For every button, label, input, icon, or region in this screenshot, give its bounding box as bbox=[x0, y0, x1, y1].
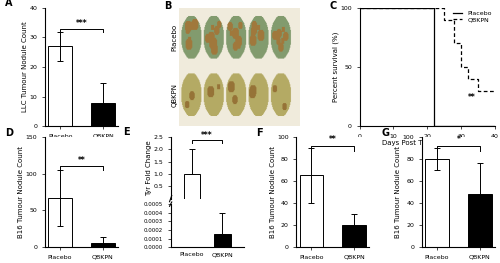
Line: Placebo: Placebo bbox=[360, 8, 495, 126]
Bar bbox=[91, 103, 115, 126]
Text: F: F bbox=[256, 128, 262, 138]
Y-axis label: B16 Tumour Nodule Count: B16 Tumour Nodule Count bbox=[18, 146, 24, 238]
Bar bbox=[91, 243, 114, 247]
QBKPN bbox=[452, 42, 458, 45]
Bar bbox=[214, 234, 231, 247]
Bar bbox=[342, 225, 366, 247]
Text: **: ** bbox=[329, 135, 336, 144]
QBKPN bbox=[475, 77, 481, 80]
Placebo bbox=[448, 125, 454, 128]
Text: E: E bbox=[123, 128, 130, 138]
Y-axis label: LLC Tumour Nodule Count: LLC Tumour Nodule Count bbox=[22, 22, 28, 113]
Placebo bbox=[448, 125, 454, 128]
QBKPN bbox=[458, 42, 464, 45]
Y-axis label: B16 Tumour Nodule Count: B16 Tumour Nodule Count bbox=[396, 146, 402, 238]
Y-axis label: B16 Tumour Nodule Count: B16 Tumour Nodule Count bbox=[270, 146, 276, 238]
Bar bbox=[426, 159, 449, 247]
QBKPN bbox=[441, 6, 447, 9]
QBKPN bbox=[356, 6, 362, 9]
Bar bbox=[184, 174, 200, 199]
Y-axis label: Percent survival (%): Percent survival (%) bbox=[332, 32, 339, 102]
Y-axis label: Tyr Fold Change: Tyr Fold Change bbox=[146, 140, 152, 195]
QBKPN bbox=[465, 65, 471, 69]
Placebo bbox=[356, 6, 362, 9]
Text: A: A bbox=[5, 0, 12, 8]
Bar bbox=[48, 198, 72, 247]
QBKPN bbox=[465, 77, 471, 80]
Bar bbox=[468, 194, 491, 247]
X-axis label: Days Post Tumour Implant: Days Post Tumour Implant bbox=[382, 140, 473, 146]
Placebo bbox=[431, 6, 437, 9]
QBKPN bbox=[475, 89, 481, 92]
QBKPN bbox=[492, 89, 498, 92]
Text: B: B bbox=[164, 1, 172, 11]
Bar bbox=[48, 46, 72, 126]
Text: **: ** bbox=[78, 156, 86, 165]
Text: *: * bbox=[456, 135, 460, 144]
Text: **: ** bbox=[468, 93, 475, 102]
QBKPN bbox=[458, 65, 464, 69]
Bar bbox=[300, 175, 323, 247]
Text: G: G bbox=[382, 128, 390, 138]
Line: QBKPN: QBKPN bbox=[360, 8, 495, 91]
Text: ***: *** bbox=[76, 19, 88, 28]
QBKPN bbox=[452, 18, 458, 21]
Text: ***: *** bbox=[202, 131, 213, 140]
Legend: Placebo, QBKPN: Placebo, QBKPN bbox=[453, 11, 492, 22]
Placebo bbox=[492, 125, 498, 128]
Text: C: C bbox=[330, 1, 337, 11]
Text: D: D bbox=[5, 128, 13, 138]
Placebo bbox=[431, 125, 437, 128]
QBKPN bbox=[441, 18, 447, 21]
